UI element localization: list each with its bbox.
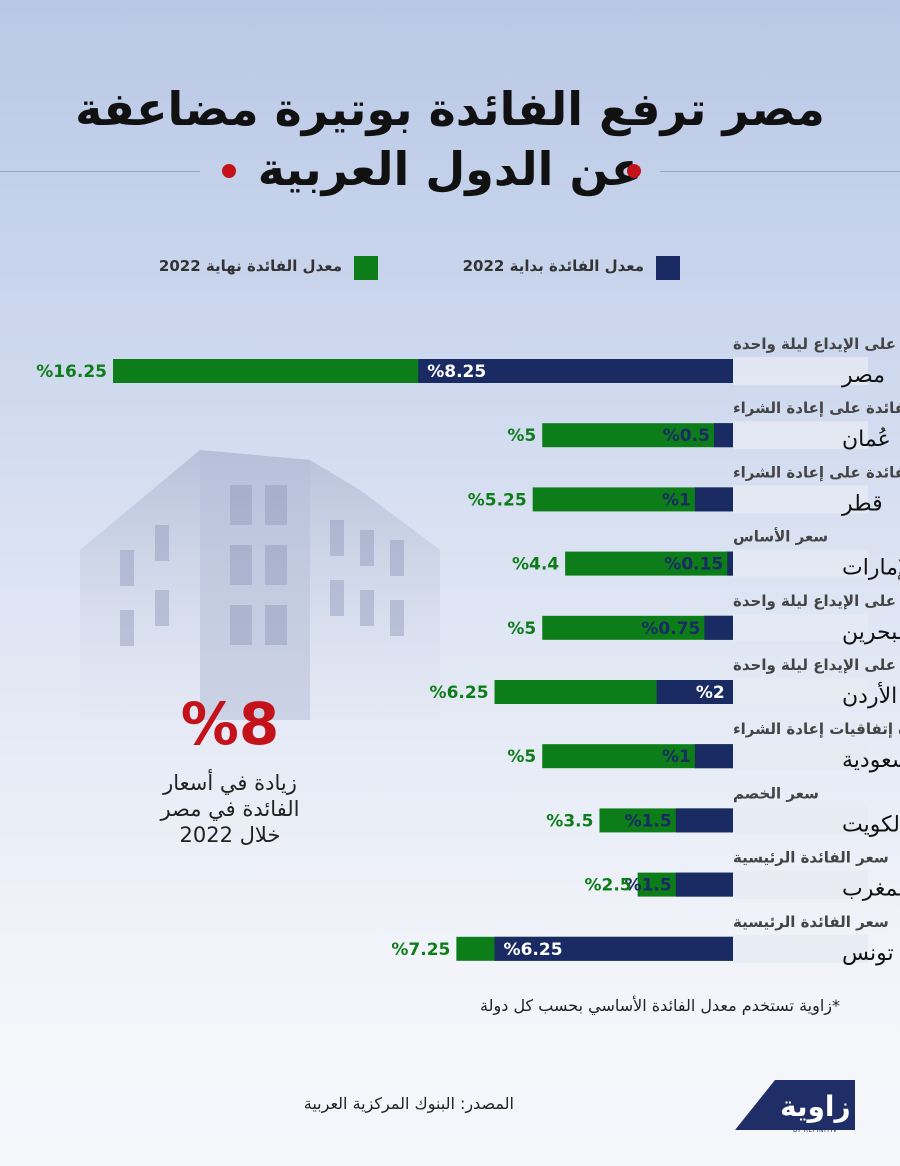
country-label: الأردن xyxy=(842,682,897,709)
bar-start-2022 xyxy=(694,487,733,512)
legend-swatch-start xyxy=(656,256,680,280)
bar-start-2022 xyxy=(675,872,733,897)
end-value-label: %5 xyxy=(507,426,536,446)
bar-end-2022 xyxy=(542,423,733,448)
country-band xyxy=(733,357,868,385)
bar-start-2022 xyxy=(727,551,733,576)
country-label: المغرب xyxy=(842,877,900,902)
end-value-label: %16.25 xyxy=(36,362,107,382)
end-value-label: %5.25 xyxy=(468,490,527,510)
start-value-label: %1 xyxy=(662,490,691,510)
end-value-label: %6.25 xyxy=(430,683,489,703)
rate-type-label: الفائدة على إعادة الشراء xyxy=(733,463,900,481)
start-value-label: %0.75 xyxy=(641,619,700,639)
start-value-label: %6.25 xyxy=(504,940,563,960)
country-label: البحرين xyxy=(842,620,900,645)
end-value-label: %7.25 xyxy=(391,940,450,960)
rate-type-label: سعر الأساس xyxy=(733,528,828,546)
country-band xyxy=(733,613,868,642)
page-title: مصر ترفع الفائدة بوتيرة مضاعفة xyxy=(75,82,825,136)
country-label: مصر xyxy=(841,363,885,388)
highlight-note-line2: الفائدة في مصر xyxy=(160,797,300,821)
highlight-note-line1: زيادة في أسعار xyxy=(163,771,297,795)
zawya-logo-sub: BY REFINITIV xyxy=(793,1127,838,1134)
end-value-label: %4.4 xyxy=(512,555,559,575)
country-band xyxy=(733,678,868,706)
country-band xyxy=(733,421,868,450)
country-band xyxy=(733,485,868,514)
country-label: قطر xyxy=(841,491,883,516)
legend-label-start: معدل الفائدة بداية 2022 xyxy=(462,257,644,275)
bar-start-2022 xyxy=(704,615,733,640)
rate-type-label: سعر الفائدة الرئيسية xyxy=(733,849,889,867)
rate-type-label: سعر الخصم xyxy=(733,784,819,802)
country-label: تونس xyxy=(842,941,894,966)
rate-type-label: الفائدة على إعادة الشراء xyxy=(733,399,900,417)
end-value-label: %5 xyxy=(507,619,536,639)
country-label: الكويت xyxy=(842,812,900,837)
bar-end-2022 xyxy=(565,551,733,576)
central-bank-building-image xyxy=(80,450,440,720)
title-rule-right xyxy=(660,171,900,172)
start-value-label: %1.5 xyxy=(625,876,672,896)
bar-start-2022 xyxy=(675,808,733,833)
country-label: السعودية xyxy=(842,748,900,773)
end-value-label: %5 xyxy=(507,747,536,767)
country-band xyxy=(733,934,868,963)
footnote: *زاوية تستخدم معدل الفائدة الأساسي بحسب … xyxy=(480,996,840,1015)
start-value-label: %8.25 xyxy=(427,362,486,382)
zawya-logo-shape xyxy=(735,1080,855,1130)
bar-start-2022 xyxy=(713,423,733,448)
bar-start-2022 xyxy=(494,936,733,961)
end-value-label: %3.5 xyxy=(546,811,593,831)
bar-start-2022 xyxy=(418,359,733,383)
rate-type-label: الفائدة على الإيداع ليلة واحدة xyxy=(733,656,900,674)
title-rule-left xyxy=(0,171,200,172)
highlight-value: %8 xyxy=(180,690,280,758)
country-label: عُمان xyxy=(842,427,891,452)
start-value-label: %1.5 xyxy=(625,811,672,831)
zawya-logo: زاوية xyxy=(780,1090,851,1123)
start-value-label: %1 xyxy=(662,747,691,767)
country-band xyxy=(733,742,868,771)
bullet-dot-left xyxy=(222,164,236,178)
country-label: الإمارات xyxy=(842,556,900,581)
rate-type-label: الفائدة على الإيداع ليلة واحدة xyxy=(733,335,900,353)
country-band xyxy=(733,549,868,578)
country-band xyxy=(733,806,868,835)
country-band xyxy=(733,870,868,899)
source-note: المصدر: البنوك المركزية العربية xyxy=(303,1094,514,1113)
bar-start-2022 xyxy=(656,680,733,704)
page-subtitle: عن الدول العربية xyxy=(257,142,643,196)
highlight-note: زيادة في أسعار الفائدة في مصر خلال 2022 xyxy=(150,770,310,848)
rate-type-label: الفائدة على الإيداع ليلة واحدة xyxy=(733,592,900,610)
end-value-label: %2.5 xyxy=(584,876,631,896)
rate-type-label: فائدة إتفاقيات إعادة الشراء xyxy=(733,720,900,738)
bar-end-2022 xyxy=(542,615,733,640)
start-value-label: %2 xyxy=(696,683,725,703)
start-value-label: %0.15 xyxy=(664,555,723,575)
legend-label-end: معدل الفائدة نهاية 2022 xyxy=(158,257,342,275)
legend-swatch-end xyxy=(354,256,378,280)
bullet-dot-right xyxy=(627,164,641,178)
highlight-note-line3: خلال 2022 xyxy=(179,823,281,847)
bar-start-2022 xyxy=(694,744,733,769)
rate-type-label: سعر الفائدة الرئيسية xyxy=(733,913,889,931)
start-value-label: %0.5 xyxy=(663,426,710,446)
